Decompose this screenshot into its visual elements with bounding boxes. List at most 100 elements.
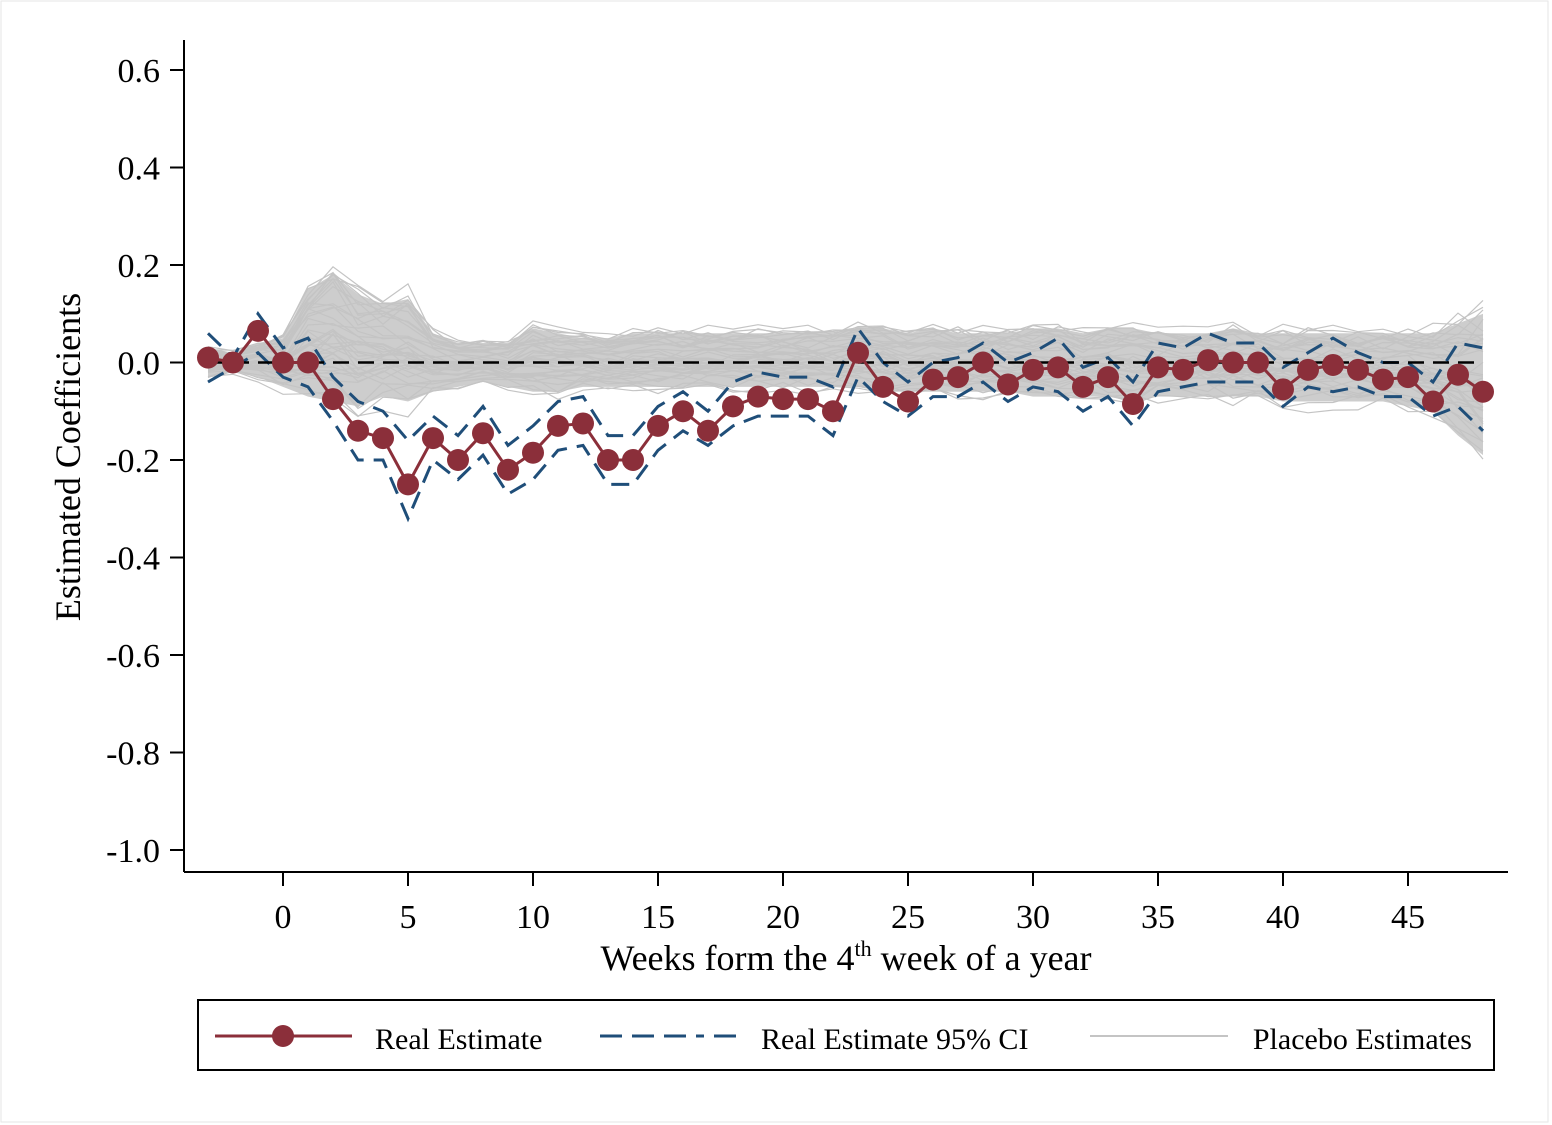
placebo-line <box>207 373 1484 452</box>
x-tick-label: 5 <box>400 899 417 936</box>
estimate-point <box>997 373 1019 396</box>
estimate-point <box>1347 358 1369 381</box>
estimate-point <box>547 414 569 437</box>
x-tick-label: 40 <box>1266 899 1300 936</box>
placebo-line <box>207 265 1484 351</box>
legend-estimate-marker <box>272 1025 294 1047</box>
estimate-point <box>1147 356 1169 379</box>
placebo-line <box>207 278 1484 355</box>
placebo-line <box>207 272 1484 352</box>
estimate-point <box>447 449 469 471</box>
x-tick-label: 35 <box>1141 899 1175 936</box>
estimate-point <box>322 388 344 411</box>
x-axis-label: Weeks form the 4th week of a year <box>600 936 1091 978</box>
estimate-point <box>722 395 744 418</box>
y-tick-label: -0.4 <box>106 541 160 578</box>
ci-upper-line <box>206 311 1484 448</box>
estimate-point <box>947 366 969 389</box>
x-tick-label: 0 <box>275 899 292 936</box>
estimate-point <box>197 346 219 369</box>
estimate-point <box>647 414 669 437</box>
estimate-point <box>672 400 694 423</box>
placebo-line <box>207 280 1484 356</box>
estimate-point <box>1197 349 1219 372</box>
x-tick-label: 45 <box>1391 899 1425 936</box>
estimate-point <box>1272 378 1294 401</box>
estimate-point <box>1222 351 1244 374</box>
estimate-point <box>1472 380 1494 403</box>
estimate-point <box>522 441 544 464</box>
estimate-point <box>797 388 819 411</box>
placebo-line <box>207 271 1484 355</box>
estimate-point <box>247 319 269 342</box>
legend: Real Estimate Real Estimate 95% CI Place… <box>197 999 1495 1071</box>
confidence-interval-layer <box>206 311 1485 523</box>
y-axis-label: Estimated Coefficients <box>48 293 88 621</box>
x-tick-label: 30 <box>1016 899 1050 936</box>
y-tick-label: 0.0 <box>118 346 161 383</box>
estimate-point <box>1297 358 1319 381</box>
x-tick-label: 25 <box>891 899 925 936</box>
estimate-point <box>372 427 394 450</box>
estimate-point <box>1447 363 1469 386</box>
estimate-point <box>222 351 244 374</box>
legend-box <box>197 999 1495 1071</box>
estimate-point <box>622 449 644 471</box>
estimate-point <box>822 400 844 423</box>
estimate-point <box>1047 356 1069 379</box>
estimate-point <box>972 351 994 374</box>
x-axis-label-main: Weeks form the 4 <box>600 938 854 978</box>
estimate-point <box>1372 368 1394 391</box>
estimate-point <box>272 351 294 374</box>
x-axis-ticks: 0 5 10 15 20 25 30 35 40 45 <box>275 872 1425 936</box>
placebo-estimates-layer <box>207 265 1484 460</box>
ci-lower-line <box>207 350 1485 523</box>
y-tick-label: -0.6 <box>106 638 160 675</box>
legend-placebo-label: Placebo Estimates <box>1253 1023 1472 1056</box>
estimate-point <box>847 341 869 364</box>
y-tick-label: -0.2 <box>106 443 160 480</box>
placebo-line <box>207 303 1484 362</box>
estimate-point <box>872 375 894 398</box>
legend-ci-label: Real Estimate 95% CI <box>761 1023 1028 1056</box>
estimate-point <box>1322 353 1344 376</box>
estimate-point <box>497 458 519 481</box>
placebo-line <box>207 369 1484 460</box>
x-tick-label: 15 <box>641 899 675 936</box>
estimate-point <box>897 390 919 413</box>
y-tick-label: 0.6 <box>118 53 161 90</box>
estimate-point <box>572 412 594 435</box>
estimate-point <box>1122 392 1144 415</box>
estimate-point <box>1422 390 1444 413</box>
estimate-point <box>922 368 944 391</box>
estimate-point <box>597 449 619 471</box>
x-tick-label: 10 <box>516 899 550 936</box>
estimate-point <box>1097 366 1119 389</box>
x-tick-label: 20 <box>766 899 800 936</box>
estimate-point <box>1172 358 1194 381</box>
estimate-point <box>772 388 794 411</box>
y-tick-label: 0.2 <box>118 248 161 285</box>
estimate-point <box>472 422 494 445</box>
placebo-line <box>207 277 1484 358</box>
estimate-point <box>397 473 419 496</box>
x-axis-label-rest: week of a year <box>872 938 1092 978</box>
estimate-point <box>422 427 444 450</box>
legend-estimate-label: Real Estimate <box>375 1023 542 1056</box>
real-estimate-layer <box>197 319 1494 496</box>
estimate-point <box>1022 358 1044 381</box>
placebo-line <box>207 306 1484 359</box>
estimate-point <box>697 419 719 442</box>
x-axis-label-superscript: th <box>855 936 872 961</box>
estimate-line <box>207 328 1484 488</box>
y-tick-label: -0.8 <box>106 736 160 773</box>
y-axis-ticks: 0.6 0.4 0.2 0.0 -0.2 -0.4 -0.6 -0.8 -1.0 <box>106 53 184 870</box>
y-tick-label: -1.0 <box>106 833 160 870</box>
estimate-point <box>297 351 319 374</box>
placebo-band <box>208 274 1483 456</box>
estimate-point <box>347 419 369 442</box>
placebo-line <box>207 302 1484 361</box>
estimate-point <box>1072 375 1094 398</box>
